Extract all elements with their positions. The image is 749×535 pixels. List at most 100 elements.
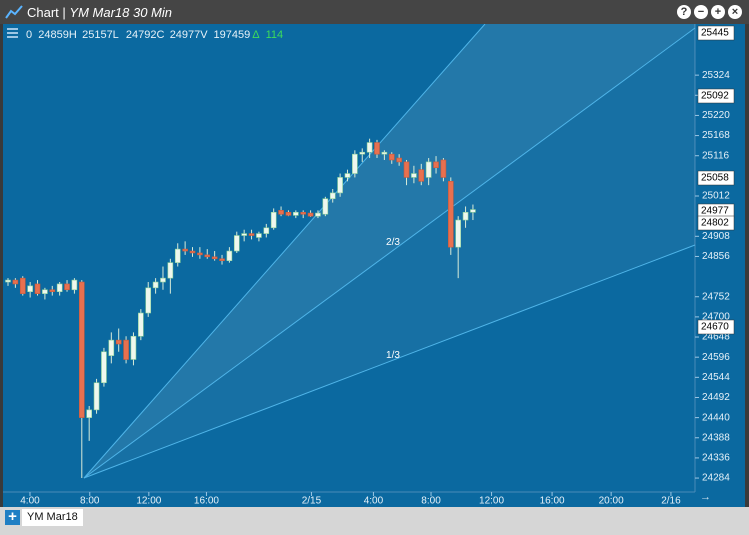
candle-body (64, 283, 70, 291)
scroll-arrow[interactable]: → (700, 491, 711, 503)
candle-body (396, 157, 402, 163)
candle-body (219, 258, 225, 262)
maximize-button[interactable]: + (711, 5, 725, 19)
candle-body (300, 211, 307, 215)
candle-body (352, 153, 358, 174)
candle-body (93, 382, 100, 411)
candle-body (337, 177, 343, 194)
candle-body (189, 250, 196, 254)
header-stat: 197459 (214, 29, 251, 41)
candle-body (233, 235, 240, 252)
y-tick-label: 24440 (702, 412, 730, 423)
minimize-button[interactable]: − (694, 5, 708, 19)
candle-body (197, 252, 203, 256)
candle-body (440, 159, 447, 178)
x-tick-label: 8:00 (421, 496, 441, 507)
candle-body (42, 289, 48, 294)
price-marker-label: 24802 (701, 218, 729, 229)
candle-body (462, 211, 469, 221)
add-tab-button[interactable]: + (5, 509, 20, 525)
candle-body (56, 283, 63, 293)
candle-body (270, 211, 277, 229)
candle-body (204, 254, 211, 258)
y-tick-label: 24284 (702, 473, 730, 484)
header-stat: 24977V (170, 29, 209, 41)
fan-drawing: 2/3 1/3 (83, 24, 696, 479)
title-bar: Chart | YM Mar18 30 Min ? − + × (0, 0, 749, 24)
candle-body (455, 219, 461, 248)
candle-body (248, 233, 255, 236)
x-tick-label: 16:00 (540, 496, 565, 507)
y-tick-label: 25116 (702, 150, 730, 161)
menu-icon (7, 28, 18, 38)
candle-body (167, 262, 174, 279)
candle-body (329, 192, 336, 200)
symbol-tab[interactable]: YM Mar18 (22, 509, 83, 526)
candle-body (418, 169, 425, 182)
candle-body (49, 289, 56, 293)
candle-body (425, 161, 432, 178)
header-stats: 0 24859H 25157L 24792C 24977V 197459 Δ 114 (7, 28, 283, 41)
price-marker-box (697, 88, 735, 104)
y-tick-label: 24492 (702, 392, 730, 403)
candle-body (263, 227, 270, 234)
y-tick-label: 24596 (702, 352, 730, 363)
y-tick-label: 24544 (702, 372, 730, 383)
price-marker-box (697, 319, 735, 335)
candle-body (374, 142, 380, 155)
plot-background (3, 24, 745, 507)
candle-body (5, 279, 11, 283)
x-tick-label: 8:00 (80, 496, 100, 507)
candle-body (79, 281, 85, 418)
candle-body (388, 153, 395, 161)
chart-icon (5, 5, 23, 19)
x-tick-label: 20:00 (599, 496, 624, 507)
price-marker-label: 24977 (701, 206, 729, 217)
candle-body (256, 233, 262, 238)
candle-body (241, 233, 247, 236)
candle-body (307, 212, 314, 217)
candle-body (145, 287, 152, 314)
y-tick-label: 25324 (702, 70, 730, 81)
x-tick-label: 12:00 (479, 496, 504, 507)
candle-body (285, 211, 292, 216)
candle-body (86, 409, 92, 418)
candle-body (71, 279, 78, 291)
candle-body (138, 312, 144, 337)
fan-label: 2/3 (386, 237, 400, 248)
candle-body (447, 180, 454, 248)
help-button[interactable]: ? (677, 5, 691, 19)
candle-body (411, 173, 417, 178)
tab-bar: + YM Mar18 (0, 507, 749, 535)
fan-label: 1/3 (386, 350, 400, 361)
close-button[interactable]: × (728, 5, 742, 19)
price-marker-label: 25092 (701, 91, 729, 102)
y-tick-label: 25168 (702, 130, 730, 141)
candle-body (322, 198, 329, 215)
candle-body (293, 211, 299, 216)
price-marker-label: 24670 (701, 322, 729, 333)
candle-body (12, 279, 19, 285)
header-stat: 24792C (126, 29, 165, 41)
title: Chart | (27, 5, 66, 20)
candle-body (160, 277, 166, 283)
candle-body (211, 256, 218, 260)
candle-body (152, 281, 159, 289)
header-stat: 25157L (82, 29, 119, 41)
price-marker-box (697, 215, 735, 231)
candle-body (433, 161, 439, 169)
candle-body (108, 339, 115, 356)
fan-zone (84, 24, 695, 478)
candle-body (101, 351, 107, 384)
y-tick-label: 25012 (702, 191, 730, 202)
header-stat: Δ (252, 29, 260, 41)
window-title: Chart | YM Mar18 30 Min (27, 5, 172, 20)
candle-body (27, 285, 33, 293)
candle-body (366, 142, 373, 153)
y-tick-label: 24908 (702, 231, 730, 242)
x-tick-label: 2/15 (302, 496, 322, 507)
candle-body (226, 250, 233, 262)
x-tick-label: 4:00 (20, 496, 40, 507)
y-tick-label: 24388 (702, 432, 730, 443)
